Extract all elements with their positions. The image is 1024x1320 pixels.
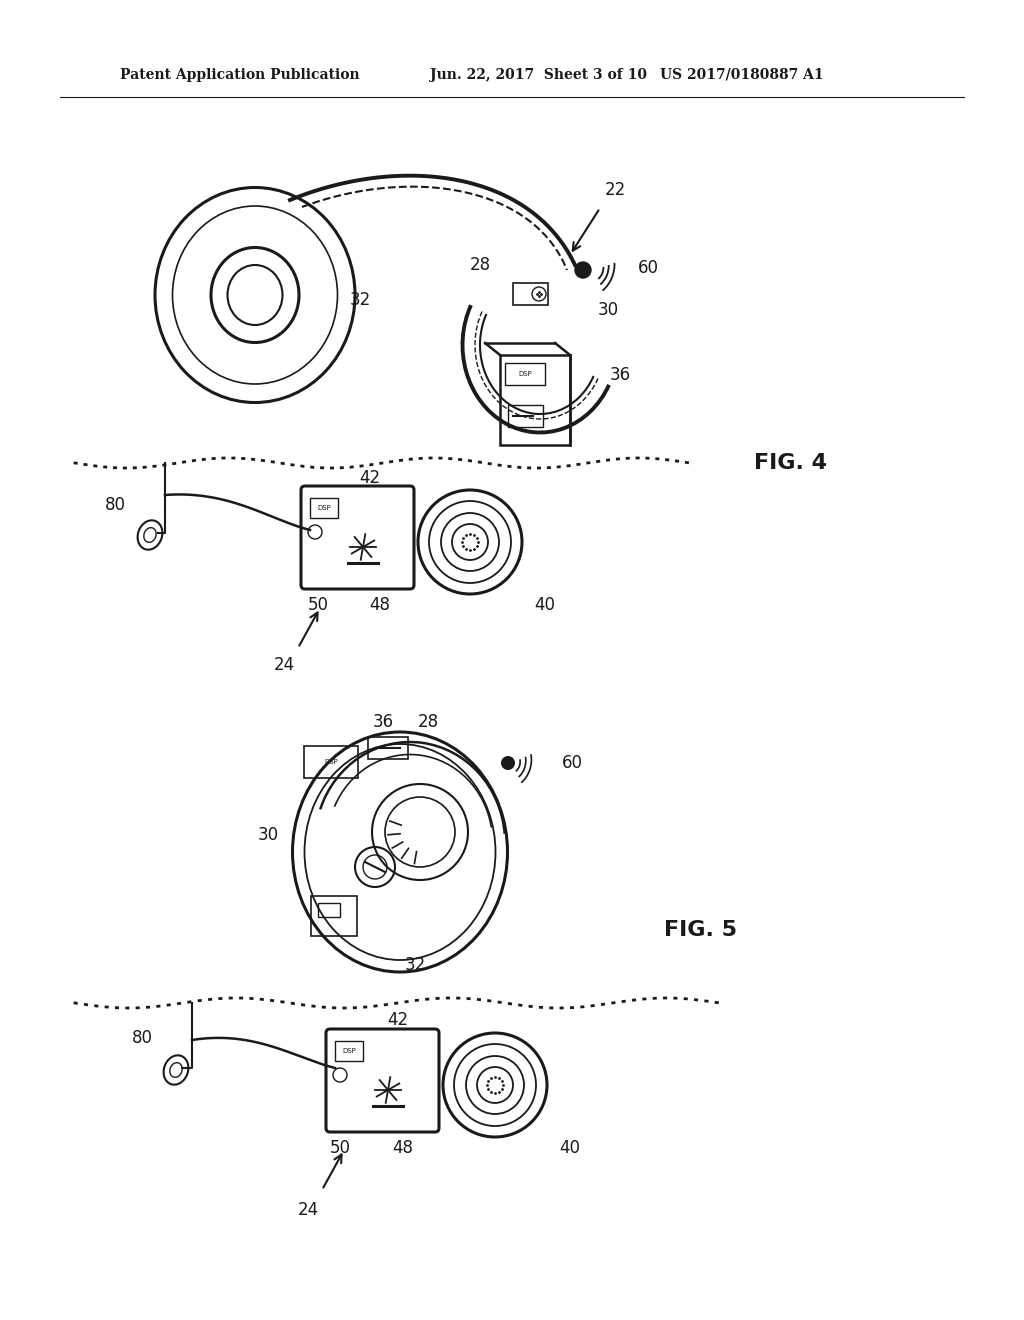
FancyBboxPatch shape — [326, 1030, 439, 1133]
Text: 24: 24 — [297, 1201, 318, 1218]
Text: US 2017/0180887 A1: US 2017/0180887 A1 — [660, 69, 823, 82]
Text: DSP: DSP — [325, 759, 338, 766]
Text: 80: 80 — [104, 496, 126, 513]
Text: FIG. 5: FIG. 5 — [664, 920, 736, 940]
Text: 50: 50 — [330, 1139, 350, 1158]
Text: 24: 24 — [273, 656, 295, 675]
Text: 30: 30 — [257, 826, 279, 843]
Text: 50: 50 — [307, 597, 329, 614]
Text: Jun. 22, 2017  Sheet 3 of 10: Jun. 22, 2017 Sheet 3 of 10 — [430, 69, 647, 82]
Text: DSP: DSP — [518, 371, 531, 378]
Text: 60: 60 — [638, 259, 658, 277]
Circle shape — [575, 261, 591, 279]
Text: 80: 80 — [131, 1030, 153, 1047]
Text: DSP: DSP — [342, 1048, 356, 1053]
Text: 42: 42 — [387, 1011, 409, 1030]
Text: 28: 28 — [418, 713, 438, 731]
Text: 32: 32 — [404, 956, 426, 974]
Text: 48: 48 — [370, 597, 390, 614]
Text: 42: 42 — [359, 469, 381, 487]
Text: 36: 36 — [373, 713, 393, 731]
FancyBboxPatch shape — [301, 486, 414, 589]
Text: FIG. 4: FIG. 4 — [754, 453, 826, 473]
Text: 40: 40 — [535, 597, 555, 614]
Text: 36: 36 — [609, 366, 631, 384]
Text: 30: 30 — [597, 301, 618, 319]
Text: 32: 32 — [349, 290, 371, 309]
Circle shape — [501, 756, 515, 770]
Text: Patent Application Publication: Patent Application Publication — [120, 69, 359, 82]
Text: 60: 60 — [561, 754, 583, 772]
Text: 28: 28 — [469, 256, 490, 275]
Text: 22: 22 — [604, 181, 626, 199]
Text: 48: 48 — [392, 1139, 414, 1158]
Text: DSP: DSP — [317, 506, 331, 511]
Text: 40: 40 — [559, 1139, 581, 1158]
